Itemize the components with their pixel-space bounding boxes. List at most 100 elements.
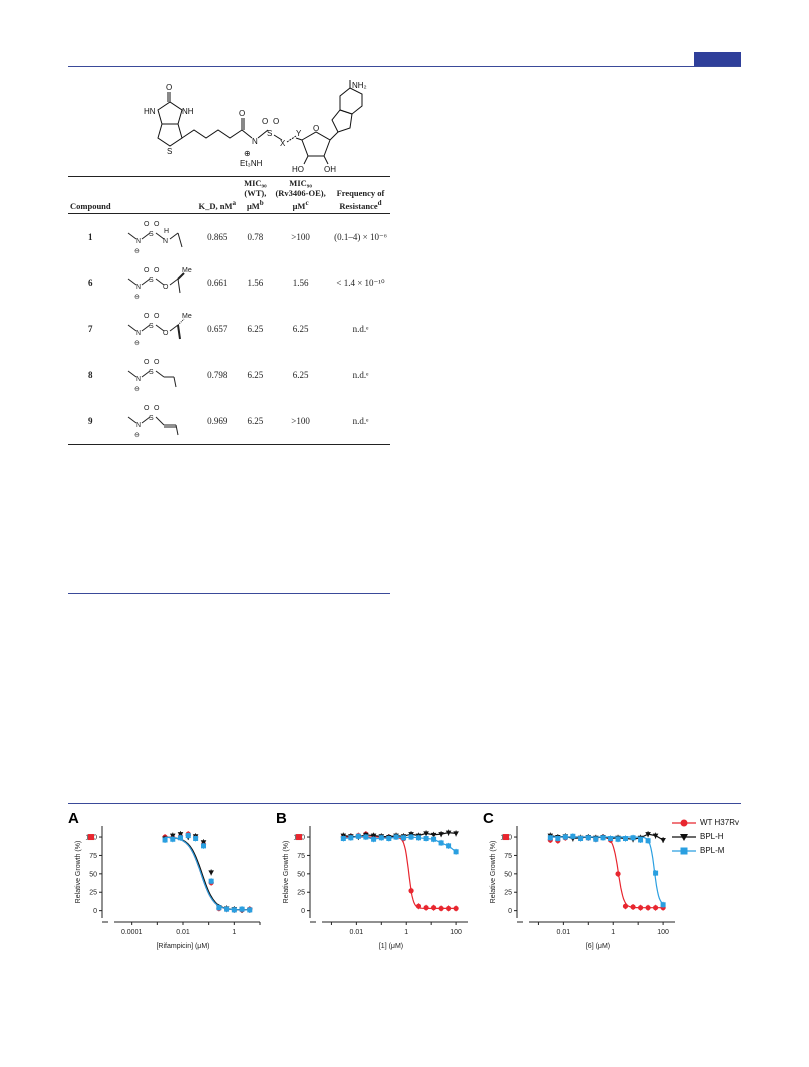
svg-text:O: O xyxy=(163,284,169,291)
data-point xyxy=(653,870,659,876)
s-sulf-label: S xyxy=(267,129,272,138)
data-point xyxy=(169,833,176,839)
svg-text:O: O xyxy=(154,267,160,274)
x-tick-label: 1 xyxy=(611,929,615,936)
y-tick-label: 0 xyxy=(93,908,97,915)
svg-text:⊖: ⊖ xyxy=(134,248,140,255)
data-point xyxy=(615,836,621,842)
header-mic-oe-line1: MIC₉₀ xyxy=(289,178,312,189)
mic-oe-value: 6.25 xyxy=(292,324,309,334)
svg-text:H: H xyxy=(164,228,169,235)
o-ring-label: O xyxy=(313,124,319,133)
fit-curve xyxy=(165,836,250,911)
header-mic-oe-note: c xyxy=(305,199,309,208)
fit-curve xyxy=(550,836,664,909)
y-tick-label: 75 xyxy=(504,853,512,860)
svg-text:S: S xyxy=(149,323,154,330)
data-point xyxy=(645,832,651,838)
fit-curve xyxy=(343,836,457,910)
compound-table: Compound K_D, nMa MIC₉₀ (WT), μMb MIC₉₀ (Rv… xyxy=(68,176,390,445)
data-point xyxy=(652,833,659,839)
data-point xyxy=(562,834,568,840)
y-tick-label: 50 xyxy=(504,871,512,878)
mic-wt-value: 0.78 xyxy=(247,232,264,242)
untreated-marker xyxy=(88,834,94,841)
header-mic-wt-note: b xyxy=(259,199,264,208)
data-point xyxy=(593,836,599,842)
data-point xyxy=(453,831,459,837)
journal-badge xyxy=(694,52,741,66)
data-point xyxy=(239,906,245,912)
kd-value: 0.661 xyxy=(207,278,228,288)
table-row: 6 N S O O O Me ⊖ 0.661 1.56 1.56 < 1.4 × 10⁻¹⁰ xyxy=(68,260,390,306)
frequency-value: (0.1–4) × 10⁻⁶ xyxy=(334,231,387,242)
y-axis-label: Relative Growth (%) xyxy=(490,841,497,904)
legend-label-bplh: BPL-H xyxy=(700,832,724,841)
data-point xyxy=(162,837,168,843)
kd-value: 0.657 xyxy=(207,324,228,334)
svg-text:S: S xyxy=(149,415,154,422)
svg-text:O: O xyxy=(154,221,160,228)
data-point xyxy=(652,905,659,911)
data-point xyxy=(438,832,444,838)
fit-curve xyxy=(165,836,250,911)
header-freq-note: d xyxy=(377,199,382,208)
table-body: 1 N S O O N H ⊖ 0.865 0.78 >100 (0.1–4) × 10⁻⁶ 6 N S O O… xyxy=(68,214,390,445)
data-point xyxy=(660,837,666,843)
svg-text:S: S xyxy=(149,369,154,376)
frequency-value: < 1.4 × 10⁻¹⁰ xyxy=(336,277,385,288)
header-freq-line2: Resistance xyxy=(339,201,378,211)
data-point xyxy=(423,836,429,842)
panel-b-chart: 0255075100Relative Growth (%)0.011100[1]… xyxy=(283,826,468,950)
x-tick-label: 0.01 xyxy=(557,929,571,936)
mic-oe-value: 1.56 xyxy=(292,278,309,288)
y-tick-label: 25 xyxy=(297,890,305,897)
data-point xyxy=(216,905,222,911)
mic-oe-value: >100 xyxy=(270,398,331,445)
fit-curve xyxy=(550,836,664,904)
header-mic-wt-line1: MIC₉₀ xyxy=(244,178,267,189)
data-point xyxy=(423,905,429,911)
data-point xyxy=(637,905,644,911)
data-point xyxy=(371,836,377,842)
data-point xyxy=(438,840,444,846)
x-tick-label: 0.01 xyxy=(350,929,364,936)
header-freq-line1: Frequency of xyxy=(336,188,385,199)
x-label: X xyxy=(280,139,286,148)
compound-id: 1 xyxy=(88,232,93,242)
data-point xyxy=(547,835,553,841)
data-point xyxy=(585,835,591,841)
mic-wt-value: 6.25 xyxy=(247,370,264,380)
data-point xyxy=(600,835,606,841)
svg-text:⊖: ⊖ xyxy=(134,340,140,347)
nh-label: NH xyxy=(182,107,194,116)
svg-text:N: N xyxy=(136,284,141,291)
general-structure-diagram: O HN NH S O N S O O X Y ⊕ Et₃NH O HO OH … xyxy=(144,80,367,174)
sub-n: N xyxy=(136,238,141,245)
table-row: 1 N S O O N H ⊖ 0.865 0.78 >100 (0.1–4) × 10⁻⁶ xyxy=(68,214,390,261)
panel-letter-a: A xyxy=(68,810,79,827)
substituent-structure: N S O O O Me ⊖ xyxy=(124,260,194,306)
svg-text:O: O xyxy=(163,330,169,337)
data-point xyxy=(430,905,437,911)
svg-text:Me: Me xyxy=(182,313,192,320)
data-point xyxy=(438,905,444,912)
kd-value: 0.865 xyxy=(207,232,228,242)
circle-icon xyxy=(672,819,696,827)
header-mic-oe-line3: μM xyxy=(292,201,306,211)
frequency-value: n.d.ᵉ xyxy=(352,324,369,334)
header-mic-wt-line3: μM xyxy=(246,201,260,211)
svg-text:N: N xyxy=(136,376,141,383)
y-tick-label: 50 xyxy=(89,871,97,878)
data-point xyxy=(408,888,414,894)
data-point xyxy=(578,836,584,842)
data-point xyxy=(170,836,176,842)
header-frequency: Frequency of Resistanced xyxy=(330,176,390,214)
svg-text:O: O xyxy=(144,267,150,274)
header-mic-oe: MIC₉₀ (Rv3406-OE), μMc xyxy=(270,176,331,214)
data-point xyxy=(178,835,184,841)
legend-item-bplm: BPL-M xyxy=(672,844,739,858)
data-point xyxy=(608,836,614,842)
